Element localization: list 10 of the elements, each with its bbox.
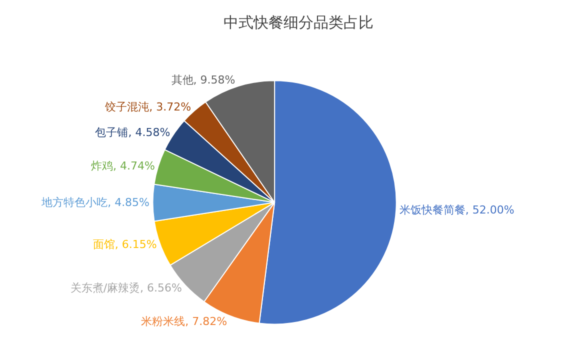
slice-label: 地方特色小吃, 4.85% (40, 196, 150, 210)
chart-title: 中式快餐细分品类占比 (223, 14, 374, 32)
slice-label: 炸鸡, 4.74% (90, 160, 155, 173)
slice-label: 其他, 9.58% (171, 74, 236, 87)
slice-label: 包子铺, 4.58% (95, 126, 170, 139)
slice-label: 饺子混沌, 3.72% (104, 100, 192, 114)
slice-label: 面馆, 6.15% (92, 238, 157, 252)
slice-label: 米饭快餐简餐, 52.00% (399, 204, 514, 217)
slice-label: 米粉米线, 7.82% (141, 315, 228, 328)
slice-label: 关东煮/麻辣烫, 6.56% (70, 282, 182, 295)
